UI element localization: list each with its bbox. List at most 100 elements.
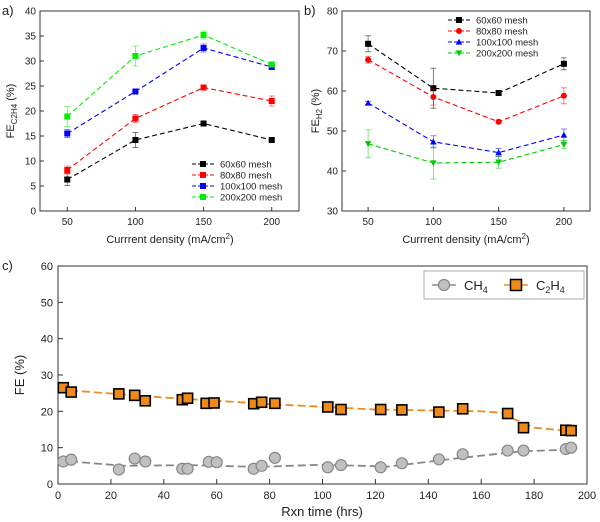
legend-ch4-marker	[437, 278, 451, 292]
panel-a-xlabel: Currrent density (mA/cm2)	[106, 232, 233, 246]
series-line	[66, 47, 272, 134]
y-tick-label: 30	[41, 370, 53, 382]
legend-label: 80x80 mesh	[476, 27, 528, 38]
y-tick-label: 80	[327, 7, 339, 18]
data-point	[132, 115, 139, 122]
y-tick-label: 40	[25, 7, 37, 18]
data-point	[112, 463, 125, 476]
legend-label: 60x60 mesh	[220, 160, 272, 171]
y-tick-label: 50	[41, 297, 53, 309]
panel-c-legend: CH4 C2H4	[423, 270, 585, 300]
x-tick-label: 0	[55, 490, 61, 502]
panel-c-ticks: 0 20 40 60 80 100 120 140 160 180 200 0 10 20 30 40 50 60	[41, 261, 596, 502]
y-tick-label: 70	[327, 47, 339, 58]
data-point	[65, 386, 78, 398]
data-point	[430, 138, 437, 145]
x-tick-label: 60	[211, 490, 223, 502]
data-point	[560, 131, 568, 138]
data-point	[268, 451, 281, 464]
y-tick-label: 40	[327, 167, 339, 178]
series-line	[66, 122, 272, 180]
panel-a-marks	[64, 30, 275, 186]
data-point	[64, 176, 71, 183]
y-tick-label: 50	[327, 127, 339, 138]
data-point	[374, 461, 387, 474]
panel-label-b: b)	[304, 3, 316, 18]
y-tick-label: 60	[41, 261, 53, 273]
legend-label: 60x60 mesh	[476, 16, 528, 27]
data-point	[268, 98, 275, 104]
data-point	[433, 406, 445, 418]
x-tick-label: 50	[363, 217, 375, 228]
data-point	[200, 32, 207, 38]
panel-a-ticks: 50 100 150 200 0 5 10 15 20 25 30 35 40	[25, 7, 281, 229]
legend-c2h4-marker	[509, 278, 523, 292]
data-point	[200, 120, 207, 127]
data-point	[139, 455, 152, 468]
series-line	[367, 102, 565, 154]
series-line	[66, 34, 272, 117]
legend-label: 200x200 mesh	[476, 49, 538, 60]
legend-marker	[200, 161, 206, 167]
x-tick-label: 80	[263, 490, 275, 502]
data-point	[255, 396, 268, 409]
legend-label: 80x80 mesh	[220, 171, 272, 182]
legend-label: 100x100 mesh	[476, 38, 538, 49]
data-point	[495, 90, 502, 96]
x-tick-label: 20	[105, 490, 117, 502]
y-tick-label: 0	[47, 479, 53, 491]
panel-b-xlabel: Currrent density (mA/cm2)	[402, 232, 529, 246]
data-point	[517, 444, 530, 457]
data-point	[65, 453, 78, 466]
series-line	[367, 59, 565, 123]
data-point	[128, 389, 141, 402]
data-point	[132, 137, 139, 143]
panel-c-xlabel: Rxn time (hrs)	[281, 504, 363, 519]
panel-c-chart: 0 20 40 60 80 100 120 140 160 180 200 0 10 20 30 40 50 60…	[12, 261, 596, 519]
legend-marker	[455, 50, 463, 57]
series-line	[66, 86, 272, 171]
data-point	[365, 40, 372, 47]
data-point	[132, 53, 139, 59]
data-point	[495, 149, 502, 156]
data-point	[501, 407, 514, 420]
data-point	[456, 402, 469, 415]
data-point	[268, 137, 275, 143]
data-point	[364, 141, 372, 148]
data-point	[255, 459, 268, 472]
x-tick-label: 120	[366, 490, 384, 502]
series-line	[367, 43, 565, 94]
y-tick-label: 20	[41, 406, 53, 418]
data-point	[456, 448, 469, 461]
series-line	[367, 143, 565, 164]
x-tick-label: 140	[419, 490, 437, 502]
legend-marker	[455, 38, 463, 45]
data-point	[210, 456, 223, 469]
data-point	[365, 56, 372, 63]
data-point	[181, 392, 194, 405]
x-tick-label: 100	[425, 217, 442, 228]
data-point	[560, 141, 568, 148]
x-tick-label: 40	[158, 490, 170, 502]
data-point	[269, 397, 281, 410]
data-point	[560, 60, 567, 67]
x-tick-label: 150	[195, 217, 212, 228]
data-point	[364, 99, 372, 106]
legend-marker	[456, 28, 462, 34]
panel-b-ylabel: FEH2 (%)	[310, 89, 324, 133]
legend-ch4-label: CH4	[464, 278, 488, 295]
legend-marker	[200, 172, 206, 178]
y-tick-label: 20	[25, 107, 37, 118]
data-point	[64, 113, 71, 120]
data-point	[132, 88, 139, 95]
data-point	[335, 403, 347, 416]
data-point	[200, 45, 207, 51]
y-tick-label: 30	[327, 207, 339, 218]
data-point	[139, 394, 152, 407]
legend-marker	[456, 17, 462, 23]
panel-b-frame	[341, 10, 591, 212]
data-point	[321, 401, 334, 413]
panel-b-chart: 50 100 150 200 30 40 50 60 70 80 Currrent density…	[310, 7, 591, 246]
panel-b-ticks: 50 100 150 200 30 40 50 60 70 80	[327, 7, 573, 229]
